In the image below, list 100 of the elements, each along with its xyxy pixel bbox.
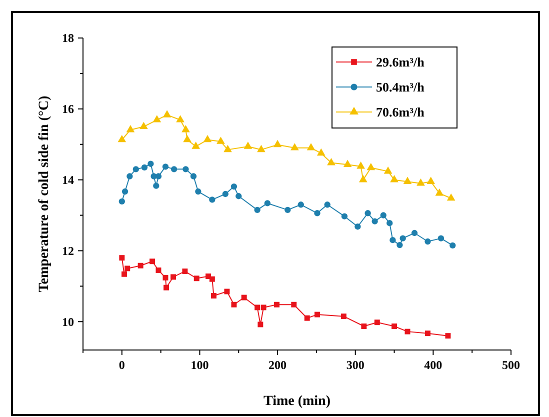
- y-tick-label: 12: [62, 244, 74, 258]
- point: [416, 178, 425, 186]
- x-tick-label: 0: [118, 358, 125, 372]
- point: [119, 255, 125, 261]
- y-axis-title: Temperature of cold side fin (°C): [37, 95, 52, 292]
- point: [341, 213, 348, 220]
- point: [273, 140, 282, 148]
- point: [241, 294, 247, 300]
- point: [152, 115, 162, 122]
- point: [324, 202, 330, 208]
- point: [183, 134, 192, 142]
- point: [327, 158, 336, 166]
- point: [361, 324, 367, 329]
- point: [209, 276, 215, 282]
- point: [190, 173, 197, 180]
- point: [222, 190, 228, 198]
- point: [264, 200, 271, 206]
- point: [374, 320, 380, 326]
- point: [257, 144, 266, 152]
- point: [390, 237, 396, 244]
- point: [396, 242, 403, 248]
- point: [306, 143, 316, 150]
- x-tick-label: 200: [268, 358, 287, 372]
- point: [194, 276, 200, 282]
- point: [274, 302, 280, 308]
- point: [156, 267, 162, 273]
- point: [426, 176, 436, 184]
- point: [164, 284, 170, 290]
- x-tick-label: 500: [502, 358, 520, 372]
- x-tick-label: 300: [346, 358, 364, 372]
- point: [254, 304, 260, 310]
- point: [138, 262, 144, 268]
- point: [254, 206, 260, 214]
- point: [390, 175, 398, 182]
- point: [182, 268, 188, 274]
- point: [162, 274, 168, 280]
- point: [446, 193, 456, 201]
- legend-label: 29.6m³/h: [376, 54, 426, 70]
- point: [366, 162, 376, 170]
- point: [230, 183, 238, 190]
- point: [118, 198, 125, 205]
- point: [260, 304, 266, 310]
- point: [356, 162, 365, 169]
- point: [140, 122, 148, 130]
- point: [372, 218, 378, 224]
- point: [122, 271, 127, 277]
- point: [182, 125, 190, 132]
- point: [176, 115, 184, 122]
- point: [192, 142, 200, 149]
- x-tick-label: 400: [424, 358, 442, 372]
- point: [236, 193, 242, 200]
- point: [314, 210, 320, 216]
- point: [126, 125, 135, 132]
- y-tick-label: 16: [62, 102, 74, 116]
- point: [450, 242, 456, 248]
- point: [231, 302, 237, 308]
- point: [148, 160, 154, 167]
- point: [153, 182, 160, 189]
- point: [170, 166, 178, 172]
- x-tick-label: 100: [190, 358, 209, 372]
- y-tick-label: 10: [62, 314, 74, 329]
- point: [141, 164, 148, 170]
- y-tick-label: 14: [62, 173, 74, 188]
- point: [122, 188, 128, 195]
- x-axis-title: Time (min): [263, 394, 331, 409]
- point: [411, 230, 418, 236]
- point: [424, 330, 430, 336]
- point: [340, 314, 346, 320]
- point: [224, 288, 230, 294]
- point: [244, 142, 252, 149]
- point: [258, 322, 264, 328]
- point: [132, 166, 140, 172]
- point: [195, 188, 202, 195]
- point: [400, 235, 406, 242]
- point: [404, 328, 410, 334]
- point: [314, 312, 320, 318]
- point: [298, 202, 304, 208]
- legend-label: 70.6m³/h: [376, 104, 426, 120]
- point: [162, 164, 169, 170]
- point: [445, 333, 451, 339]
- point: [124, 266, 130, 272]
- point: [392, 324, 398, 329]
- point: [162, 110, 172, 118]
- point: [224, 144, 232, 152]
- point: [316, 148, 326, 156]
- point: [354, 224, 361, 230]
- point: [284, 206, 291, 214]
- point: [435, 188, 444, 196]
- point: [358, 175, 368, 182]
- point: [291, 302, 297, 308]
- point: [210, 293, 216, 298]
- legend-label: 50.4m³/h: [376, 80, 426, 95]
- point: [343, 160, 352, 167]
- point: [118, 134, 126, 142]
- point: [403, 176, 412, 184]
- point: [364, 210, 371, 216]
- point: [155, 173, 162, 180]
- point: [386, 220, 393, 226]
- point: [170, 274, 176, 280]
- point: [150, 258, 155, 264]
